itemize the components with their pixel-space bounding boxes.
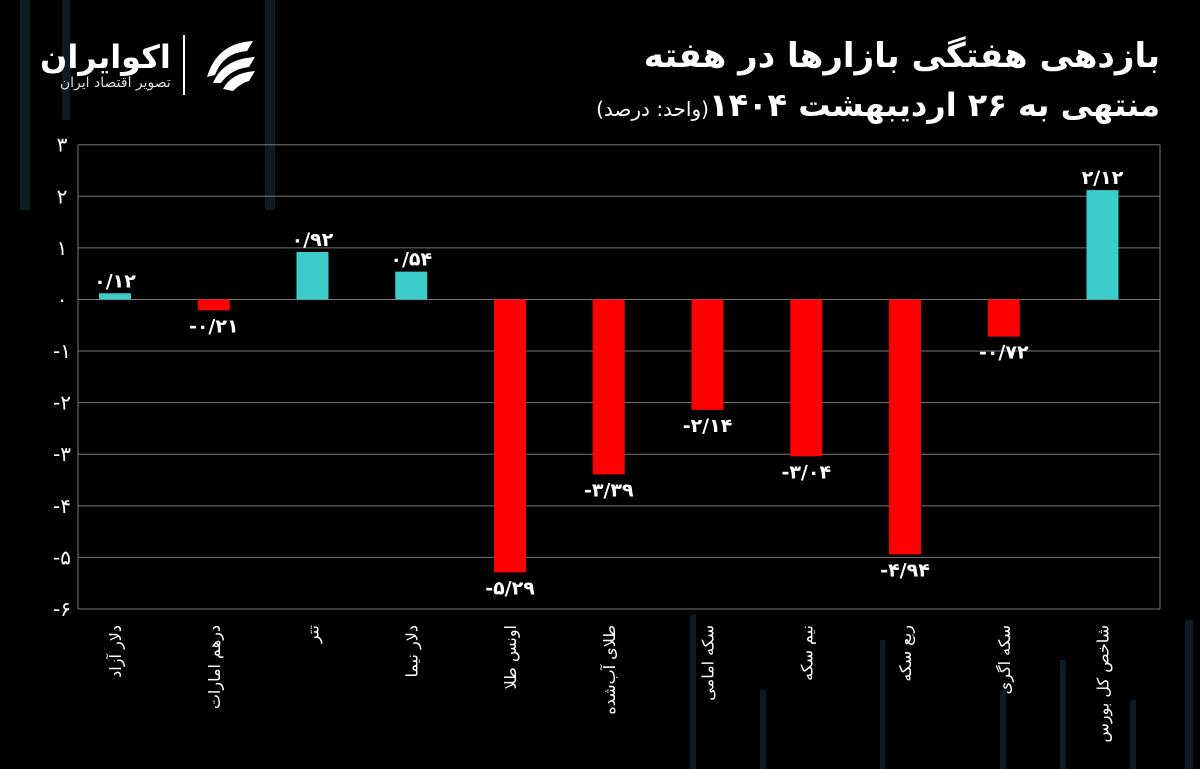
x-tick-label: ربع سکه [896, 625, 916, 682]
bar [197, 299, 230, 311]
bar [296, 252, 329, 300]
bar [592, 299, 625, 475]
data-label: -۰/۷۲ [979, 342, 1029, 364]
y-tick-label: -۳ [53, 442, 71, 466]
x-tick-label: سکه اگری [995, 625, 1015, 694]
x-tick-label: تتر [304, 625, 324, 644]
logo-divider [182, 35, 185, 95]
background-decoration [20, 0, 30, 210]
y-tick-label: ۲ [57, 184, 68, 208]
y-tick-label: -۱ [53, 339, 71, 363]
bar [494, 299, 526, 573]
bar [1086, 190, 1119, 300]
data-label: -۵/۲۹ [485, 577, 535, 599]
background-decoration [880, 640, 885, 769]
data-label: ۰/۱۲ [94, 270, 136, 292]
x-tick-label: سکه امامی [699, 625, 718, 701]
y-tick-label: -۲ [53, 391, 71, 415]
unit-label: (واحد: درصد) [596, 97, 709, 121]
bar [987, 299, 1020, 337]
data-label: -۰/۲۱ [189, 315, 239, 337]
data-label: -۴/۹۴ [880, 559, 930, 581]
x-tick-label: درهم امارات [205, 625, 225, 709]
background-decoration [265, 0, 275, 210]
logo-icon [206, 41, 255, 91]
background-decoration [760, 690, 766, 769]
logo: اکوایران تصویر اقتصاد ایران [40, 30, 261, 100]
chart-title: بازدهی هفتگی بازارها در هفته [643, 36, 1160, 76]
x-tick-label: دلار آزاد [106, 625, 126, 678]
bar [395, 271, 428, 300]
background-decoration [1130, 700, 1136, 769]
bar [691, 299, 724, 410]
data-label: -۳/۰۴ [781, 461, 831, 483]
background-decoration [690, 615, 696, 769]
data-label: ۰/۵۴ [390, 249, 432, 271]
y-tick-label: ۳ [57, 133, 68, 157]
logo-name: اکوایران [40, 38, 171, 76]
data-label: ۰/۹۲ [292, 229, 334, 251]
y-tick-label: -۵ [53, 545, 71, 569]
data-label: -۲/۱۴ [683, 415, 733, 437]
data-label: -۳/۳۹ [584, 479, 634, 501]
x-tick-label: دلار نیما [402, 625, 422, 677]
x-tick-label: نیم سکه [797, 625, 816, 681]
y-tick-label: ۰ [57, 287, 68, 311]
bar [889, 299, 921, 555]
background-decoration [1185, 620, 1193, 769]
x-tick-label: اونس طلا [501, 625, 521, 689]
background-decoration [1060, 660, 1066, 769]
logo-subtitle: تصویر اقتصاد ایران [59, 75, 171, 91]
bar [99, 293, 131, 300]
background-decoration [62, 0, 70, 120]
y-tick-label: ۱ [57, 236, 68, 260]
bar [790, 299, 823, 457]
x-tick-label: طلای آب‌شده [600, 625, 619, 715]
chart-subtitle-text: منتهی به ۲۶ اردیبهشت ۱۴۰۴ [708, 86, 1160, 124]
y-tick-label: -۶ [53, 597, 71, 621]
background-decoration [1000, 690, 1006, 769]
chart-subtitle: منتهی به ۲۶ اردیبهشت ۱۴۰۴(واحد: درصد) [596, 86, 1160, 124]
data-label: ۲/۱۲ [1082, 167, 1124, 189]
y-tick-label: -۴ [53, 494, 71, 518]
x-tick-label: شاخص کل بورس [1094, 625, 1114, 743]
